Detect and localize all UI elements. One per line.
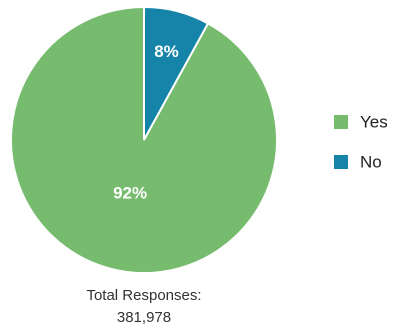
legend-label-yes: Yes bbox=[360, 112, 388, 131]
data-label-yes: 92% bbox=[113, 184, 147, 203]
legend-swatch-yes bbox=[334, 115, 348, 129]
legend: Yes No bbox=[334, 112, 388, 171]
slice-labels: 8% 92% bbox=[113, 42, 179, 203]
legend-label-no: No bbox=[360, 152, 382, 171]
pie-slice-yes bbox=[10, 5, 278, 274]
data-label-no: 8% bbox=[154, 42, 179, 61]
legend-swatch-no bbox=[334, 155, 348, 169]
pie-slices bbox=[10, 5, 278, 274]
total-responses-value: 381,978 bbox=[117, 309, 171, 326]
total-responses-label: Total Responses: bbox=[86, 287, 201, 304]
